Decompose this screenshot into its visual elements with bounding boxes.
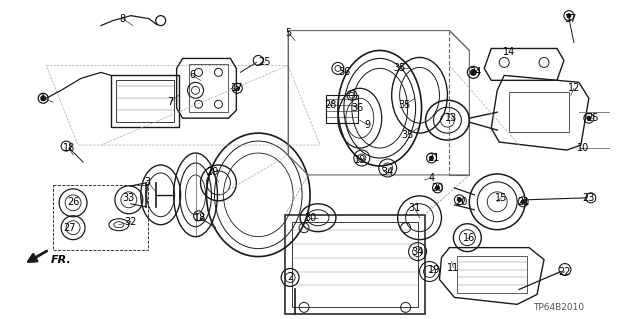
Text: FR.: FR. [51,255,72,264]
Text: 12: 12 [568,83,580,93]
Text: 9: 9 [365,120,371,130]
Text: 11: 11 [447,263,460,272]
Text: 30: 30 [304,213,316,223]
Text: 26: 26 [67,197,79,207]
Text: 2: 2 [287,272,293,283]
Text: 20: 20 [455,197,468,207]
Text: 17: 17 [231,83,244,93]
Text: 32: 32 [125,217,137,227]
Circle shape [566,13,572,18]
Bar [285,215,424,314]
Text: 21: 21 [517,197,529,207]
Text: 28: 28 [324,100,336,110]
Text: 3: 3 [145,177,151,187]
Text: 23: 23 [582,193,595,203]
Text: 35: 35 [401,130,414,140]
Text: 25: 25 [586,113,599,123]
Text: 33: 33 [123,193,135,203]
Text: 37: 37 [564,14,577,24]
Text: 25: 25 [258,57,271,67]
Text: 29: 29 [206,167,219,177]
Text: 36: 36 [352,103,364,113]
Bar [189,64,228,112]
Bar [292,222,417,307]
Text: 1: 1 [40,93,46,103]
Circle shape [435,185,440,190]
Bar [111,75,179,127]
Text: 7: 7 [168,97,174,107]
Circle shape [41,96,45,101]
Text: 4: 4 [428,173,435,183]
Circle shape [235,86,240,91]
Text: 21: 21 [428,153,440,163]
Text: 34: 34 [381,167,394,177]
Text: 35: 35 [394,63,406,73]
Text: 16: 16 [463,233,476,243]
Bar [458,256,527,293]
Text: 10: 10 [577,143,589,153]
Text: 5: 5 [285,27,291,38]
Text: 18: 18 [63,143,76,153]
Text: 35: 35 [399,100,411,110]
Text: 34: 34 [412,247,424,256]
Text: 19: 19 [428,264,440,275]
Bar [509,92,569,132]
Circle shape [586,116,591,121]
Bar [53,185,148,249]
Text: 15: 15 [495,193,508,203]
Circle shape [470,70,476,75]
Bar [116,80,173,122]
Circle shape [429,156,434,160]
Text: TP64B2010: TP64B2010 [533,303,584,312]
Text: 19: 19 [354,155,366,165]
Bar [326,95,358,123]
Text: 31: 31 [408,203,420,213]
Circle shape [520,199,525,204]
Circle shape [457,197,462,202]
Text: 6: 6 [189,70,196,80]
Text: 20: 20 [431,183,444,193]
Text: 22: 22 [559,266,571,277]
Text: 8: 8 [120,14,126,24]
Text: 24: 24 [469,67,481,78]
Text: 18: 18 [195,213,207,223]
Text: 14: 14 [503,48,515,57]
Text: 27: 27 [63,223,76,233]
Text: 13: 13 [445,113,458,123]
Text: 36: 36 [339,67,351,78]
